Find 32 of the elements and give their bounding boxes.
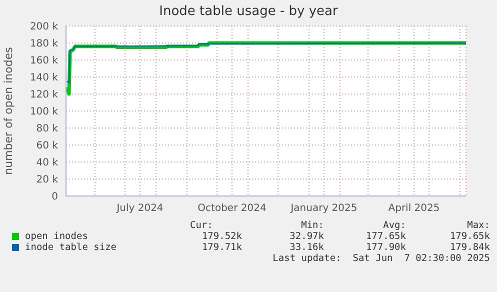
y-tick-label: 20 k bbox=[36, 174, 58, 186]
x-tick-label: October 2024 bbox=[198, 203, 266, 214]
text: 32.97k bbox=[288, 231, 324, 242]
x-tick-label: January 2025 bbox=[290, 203, 358, 214]
x-tick-label: July 2024 bbox=[116, 203, 164, 214]
text: 177.65k bbox=[364, 231, 406, 242]
x-tick-label: April 2025 bbox=[388, 203, 440, 214]
text: Cur: bbox=[189, 220, 214, 231]
y-tick-label: 0 bbox=[52, 192, 58, 203]
y-tick-label: 80 k bbox=[36, 124, 58, 135]
text: Last update: Sat Jun 7 02:30:00 2025 bbox=[272, 253, 491, 264]
text: 179.84k bbox=[448, 242, 490, 253]
chart-title: Inode table usage - by year bbox=[158, 3, 339, 21]
text: 177.90k bbox=[364, 242, 406, 253]
text: 179.52k bbox=[200, 231, 242, 242]
y-tick-label: 200 k bbox=[30, 22, 58, 33]
y-tick-label: 120 k bbox=[30, 90, 58, 101]
y-tick-label: 60 k bbox=[36, 140, 58, 152]
text: 33.16k bbox=[288, 242, 324, 253]
text: Avg: bbox=[382, 220, 406, 231]
text: 179.65k bbox=[448, 231, 490, 242]
text: Min: bbox=[300, 220, 324, 231]
y-tick-label: 140 k bbox=[30, 72, 58, 84]
text: Max: bbox=[466, 220, 490, 231]
legend-label: inode table size bbox=[25, 242, 117, 253]
y-tick-label: 180 k bbox=[30, 38, 58, 50]
text: 179.71k bbox=[200, 242, 242, 253]
y-tick-label: 160 k bbox=[30, 56, 58, 67]
y-tick-label: 100 k bbox=[30, 106, 58, 118]
y-tick-label: 40 k bbox=[36, 158, 58, 169]
y-axis-title: number of open inodes bbox=[2, 46, 15, 175]
legend-label: open inodes bbox=[25, 231, 88, 242]
